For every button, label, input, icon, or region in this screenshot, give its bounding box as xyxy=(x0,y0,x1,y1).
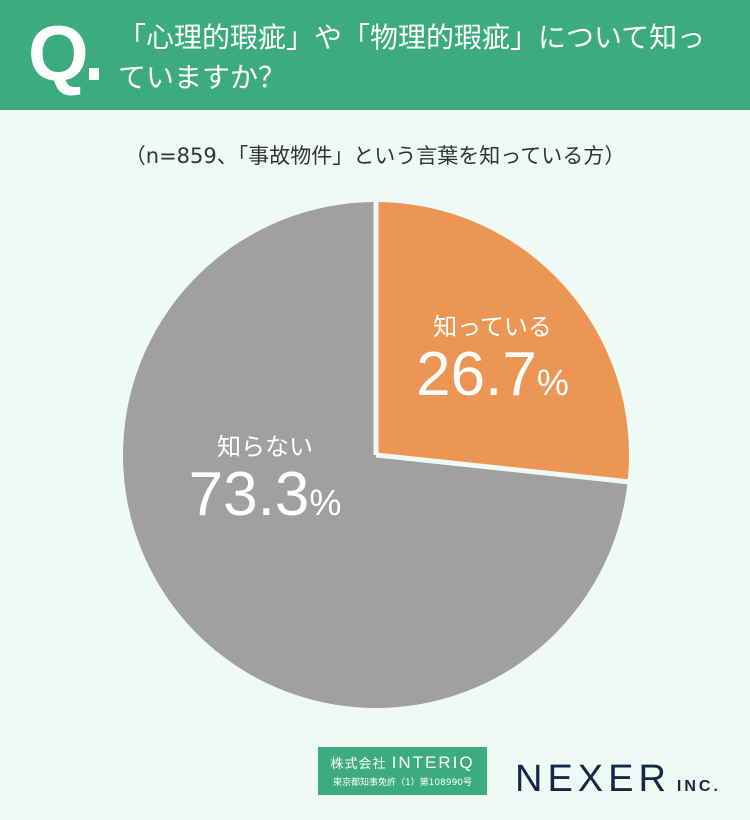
interiq-logo: 株式会社 INTERIQ 東京都知事免許（1）第108990号 xyxy=(318,747,487,795)
q-mark: Q xyxy=(28,9,89,97)
slice-divider xyxy=(375,452,631,485)
label-unknown-value: 73.3% xyxy=(188,460,342,529)
label-unknown: 知らない 73.3% xyxy=(180,432,350,536)
q-dot xyxy=(89,68,99,80)
label-known: 知っている 26.7% xyxy=(410,312,575,416)
label-unknown-name: 知らない xyxy=(217,433,313,461)
license-text: 東京都知事免許（1）第108990号 xyxy=(332,778,473,788)
question-text: 「心理的瑕疵」や「物理的瑕疵」について知っていますか？ xyxy=(118,21,706,94)
nexer-logo: NEXER INC. xyxy=(515,758,721,800)
question-header: Q 「心理的瑕疵」や「物理的瑕疵」について知っていますか？ xyxy=(0,0,750,110)
sample-note: （n=859、「事故物件」という言葉を知っている方） xyxy=(124,144,626,168)
label-known-value: 26.7% xyxy=(416,340,569,409)
label-known-name: 知っている xyxy=(433,313,552,341)
slice-known xyxy=(376,202,630,482)
